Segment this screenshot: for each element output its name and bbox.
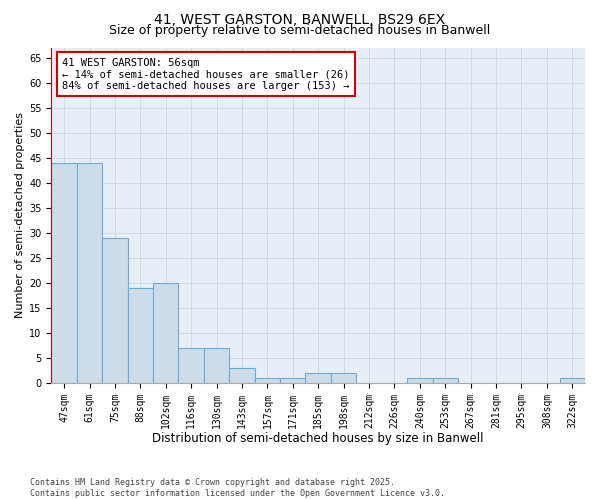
Bar xyxy=(254,378,280,383)
Bar xyxy=(229,368,254,383)
Bar xyxy=(407,378,433,383)
Bar xyxy=(280,378,305,383)
Bar xyxy=(153,283,178,383)
Bar xyxy=(77,162,102,383)
Bar xyxy=(178,348,204,383)
Bar xyxy=(305,373,331,383)
Text: Contains HM Land Registry data © Crown copyright and database right 2025.
Contai: Contains HM Land Registry data © Crown c… xyxy=(30,478,445,498)
Bar xyxy=(433,378,458,383)
X-axis label: Distribution of semi-detached houses by size in Banwell: Distribution of semi-detached houses by … xyxy=(152,432,484,445)
Text: 41 WEST GARSTON: 56sqm
← 14% of semi-detached houses are smaller (26)
84% of sem: 41 WEST GARSTON: 56sqm ← 14% of semi-det… xyxy=(62,58,350,91)
Bar xyxy=(52,162,77,383)
Bar xyxy=(331,373,356,383)
Y-axis label: Number of semi-detached properties: Number of semi-detached properties xyxy=(15,112,25,318)
Bar xyxy=(128,288,153,383)
Text: Size of property relative to semi-detached houses in Banwell: Size of property relative to semi-detach… xyxy=(109,24,491,37)
Bar xyxy=(204,348,229,383)
Bar xyxy=(560,378,585,383)
Bar xyxy=(102,238,128,383)
Text: 41, WEST GARSTON, BANWELL, BS29 6EX: 41, WEST GARSTON, BANWELL, BS29 6EX xyxy=(154,12,446,26)
